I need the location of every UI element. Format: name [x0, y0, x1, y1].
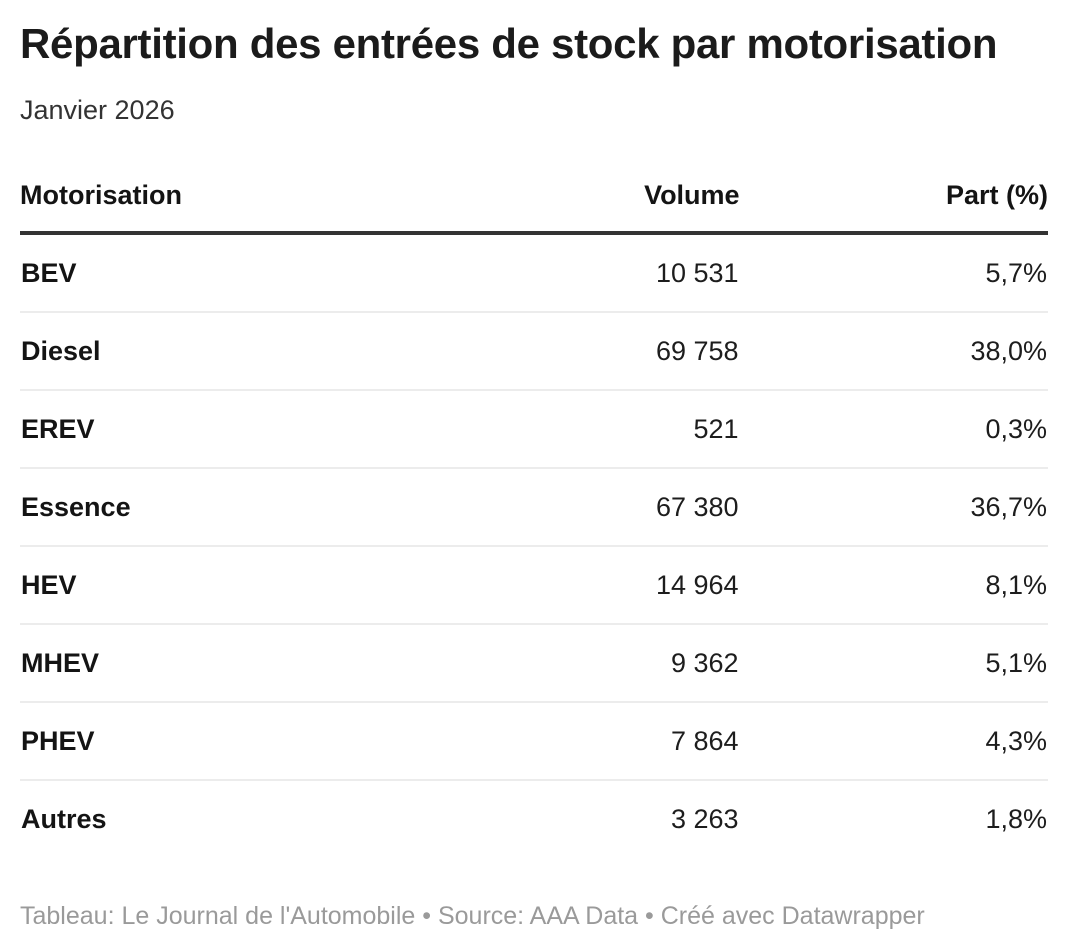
cell-part: 38,0%: [739, 312, 1048, 391]
cell-motorisation: Diesel: [20, 312, 452, 391]
table-row: MHEV 9 362 5,1%: [20, 624, 1048, 703]
table-row: Autres 3 263 1,8%: [20, 780, 1048, 857]
table-row: HEV 14 964 8,1%: [20, 546, 1048, 625]
table-row: BEV 10 531 5,7%: [20, 233, 1048, 313]
cell-part: 5,1%: [739, 624, 1048, 703]
cell-part: 8,1%: [739, 546, 1048, 625]
cell-motorisation: EREV: [20, 390, 452, 469]
page-subtitle: Janvier 2026: [20, 95, 175, 125]
table-row: EREV 521 0,3%: [20, 390, 1048, 469]
cell-volume: 3 263: [671, 803, 739, 834]
cell-motorisation: MHEV: [20, 624, 452, 703]
cell-motorisation: BEV: [20, 233, 452, 313]
page-title: Répartition des entrées de stock par mot…: [20, 20, 998, 67]
cell-part: 1,8%: [985, 803, 1047, 834]
cell-volume: 521: [451, 390, 740, 469]
table-header-row: Motorisation Volume Part (%): [20, 180, 1048, 235]
column-header-volume: Volume: [451, 180, 740, 235]
table-chart-container: Répartition des entrées de stock par mot…: [0, 20, 1068, 931]
cell-volume: 69 758: [451, 312, 740, 391]
cell-volume: 10 531: [451, 233, 740, 313]
attribution-footer: Tableau: Le Journal de l'Automobile • So…: [20, 902, 925, 930]
cell-volume: 14 964: [451, 546, 740, 625]
cell-motorisation: PHEV: [20, 702, 452, 781]
cell-volume: 9 362: [451, 624, 740, 703]
table-row: Essence 67 380 36,7%: [20, 468, 1048, 547]
table-row: PHEV 7 864 4,3%: [20, 702, 1048, 781]
cell-part: 0,3%: [739, 390, 1048, 469]
cell-motorisation: Essence: [20, 468, 452, 547]
cell-part: 36,7%: [739, 468, 1048, 547]
cell-volume: 7 864: [451, 702, 740, 781]
column-header-part: Part (%): [739, 180, 1048, 235]
table-row: Diesel 69 758 38,0%: [20, 312, 1048, 391]
cell-motorisation: HEV: [20, 546, 452, 625]
cell-motorisation: Autres: [21, 803, 107, 834]
cell-part: 4,3%: [739, 702, 1048, 781]
cell-volume: 67 380: [451, 468, 740, 547]
cell-part: 5,7%: [739, 233, 1048, 313]
table-body: BEV 10 531 5,7% Diesel 69 758 38,0% EREV…: [20, 233, 1048, 857]
motorisation-table: Motorisation Volume Part (%) BEV 10 531 …: [20, 180, 1048, 857]
column-header-motorisation: Motorisation: [20, 180, 452, 235]
